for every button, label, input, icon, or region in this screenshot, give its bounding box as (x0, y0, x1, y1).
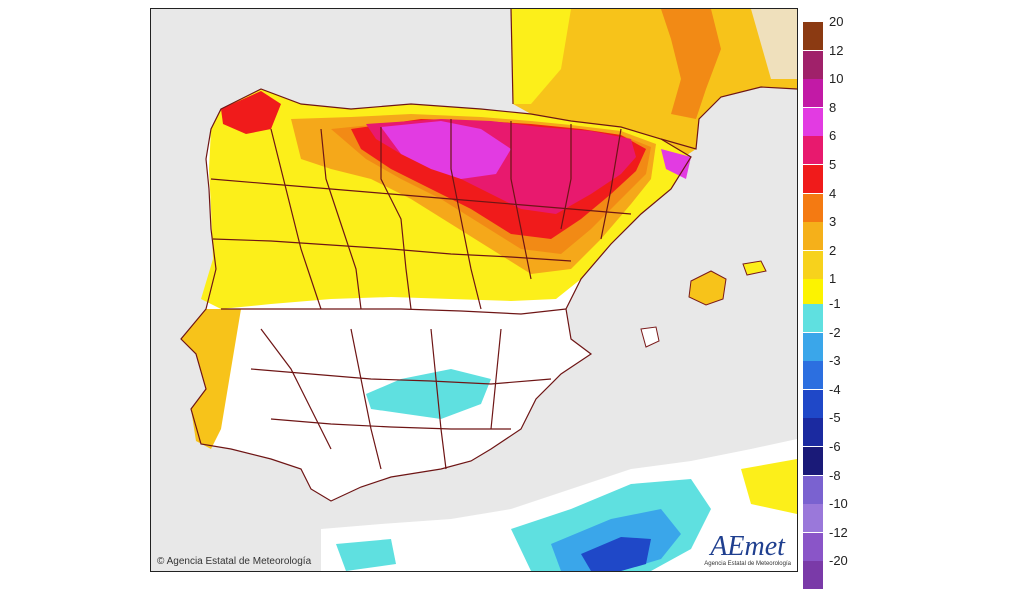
legend-positive-swatch (803, 107, 823, 136)
zone-plus5-galicia (221, 91, 281, 134)
legend-negative-swatch (803, 475, 823, 504)
zone-plus1-west (181, 309, 241, 449)
legend-negative-label: -6 (829, 439, 841, 454)
legend-positive-swatch (803, 22, 823, 50)
menorca (742, 260, 767, 276)
legend-negative-label: -20 (829, 553, 848, 569)
map-canvas (151, 9, 797, 571)
africa-minus4 (581, 537, 651, 571)
legend-negative-swatch (803, 504, 823, 533)
province-borders (180, 9, 797, 502)
switzerland-area (751, 9, 797, 79)
logo-wordmark: AEmet (710, 531, 785, 562)
aemet-logo: AEmet Agencia Estatal de Meteorología (704, 531, 791, 568)
legend-positive-swatch (803, 279, 823, 308)
legend-negative-swatch (803, 332, 823, 361)
zone-plus8-east (661, 149, 691, 179)
africa-plus1-east (741, 459, 797, 514)
legend-positive-swatch (803, 50, 823, 79)
legend-negative-swatch (803, 361, 823, 390)
africa-minus1-west (336, 539, 396, 571)
legend-positive-label: 20 (829, 14, 844, 29)
legend-positive-label: 2 (829, 242, 837, 258)
legend-negative-label: -2 (829, 324, 841, 340)
legend-positive-label: 10 (829, 71, 844, 87)
legend-positive-label: 1 (829, 271, 837, 287)
legend-positive-swatch (803, 136, 823, 165)
legend-positive-label: 4 (829, 185, 837, 201)
legend-positive-label: 8 (829, 99, 837, 115)
legend-negative-label: -5 (829, 410, 841, 426)
legend-negative-label: -12 (829, 524, 848, 540)
legend-negative-label: -8 (829, 467, 841, 483)
legend-negative-swatch (803, 304, 823, 332)
ibiza (640, 326, 660, 348)
legend-negative-label: -3 (829, 353, 841, 369)
legend-negative-swatch (803, 561, 823, 589)
color-legend: 20 12 10 8 6 5 4 3 2 1 -1 -2 -3 -4 -5 -6 -8 -10 -12 -20 (803, 14, 1023, 589)
legend-negative-swatch (803, 532, 823, 561)
legend-positive-label: 3 (829, 214, 837, 230)
zone-plus8-north (381, 121, 511, 179)
legend-negative-label: -10 (829, 496, 848, 512)
anomaly-map: © Agencia Estatal de Meteorología AEmet … (150, 8, 798, 572)
legend-positive-label: 6 (829, 128, 837, 144)
legend-positive-label: 12 (829, 42, 844, 58)
france-landmass (511, 9, 797, 159)
legend-positive-swatch (803, 250, 823, 279)
copyright-notice: © Agencia Estatal de Meteorología (157, 556, 312, 567)
legend-positive-label: 5 (829, 157, 837, 172)
legend-negative-label: -1 (829, 296, 841, 311)
mallorca (688, 270, 727, 306)
legend-negative-swatch (803, 389, 823, 418)
france-orange-band (661, 9, 721, 119)
legend-negative-swatch (803, 418, 823, 447)
legend-negative-label: -4 (829, 381, 841, 397)
legend-positive-swatch (803, 193, 823, 222)
logo-subtitle: Agencia Estatal de Meteorología (704, 561, 791, 567)
legend-positive-swatch (803, 165, 823, 193)
zone-minus1-south (366, 369, 491, 419)
france-west-coast (511, 9, 571, 104)
legend-positive-swatch (803, 79, 823, 108)
legend-negative-swatch (803, 447, 823, 475)
legend-positive-swatch (803, 222, 823, 251)
